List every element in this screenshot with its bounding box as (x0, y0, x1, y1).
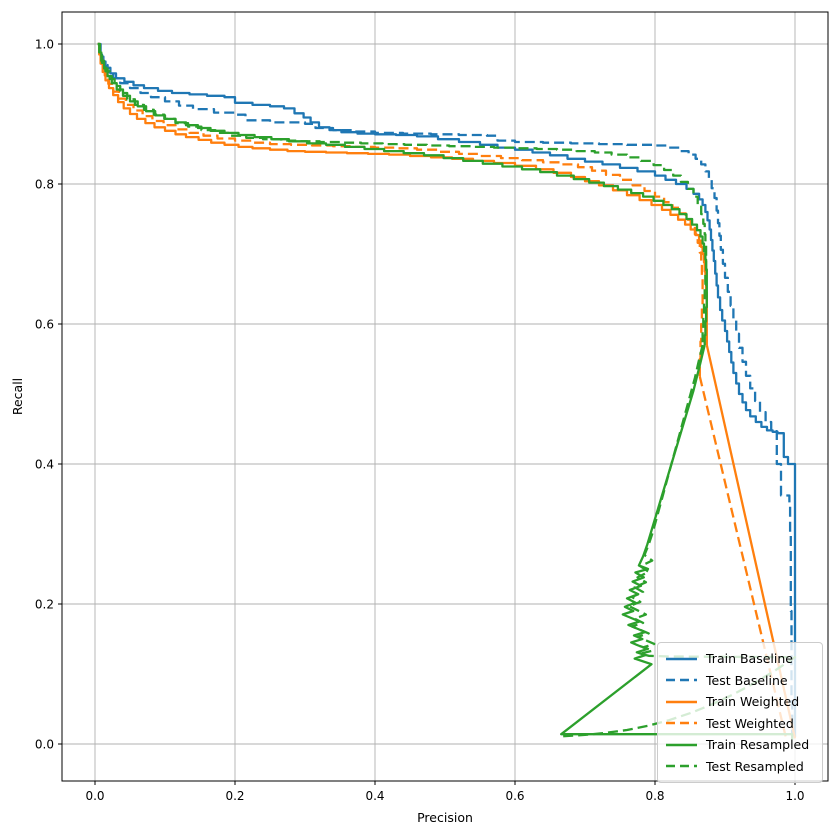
legend-label: Test Baseline (706, 672, 788, 688)
legend-item-train-resampled: Train Resampled (665, 734, 814, 756)
y-tick-label: 0.0 (35, 738, 54, 752)
x-tick-label: 0.6 (505, 789, 524, 803)
legend-line-sample (666, 700, 697, 704)
legend-line-sample (666, 657, 697, 661)
y-tick-label: 0.4 (35, 458, 54, 472)
series-line-test-baseline (97, 42, 794, 736)
x-tick-label: 0.4 (365, 789, 384, 803)
series-line-test-weighted (97, 42, 788, 741)
legend-label: Test Resampled (706, 758, 804, 774)
legend-line-sample (666, 743, 697, 747)
legend-line-sample (666, 764, 697, 768)
series-line-train-baseline (97, 42, 797, 737)
legend-item-train-baseline: Train Baseline (665, 648, 814, 670)
y-tick-label: 0.8 (35, 178, 54, 192)
x-tick-label: 0.8 (645, 789, 664, 803)
x-tick-label: 0.0 (85, 789, 104, 803)
legend-item-test-baseline: Test Baseline (665, 670, 814, 692)
legend-label: Test Weighted (706, 715, 794, 731)
series-line-test-resampled (97, 42, 797, 738)
legend-line-sample (666, 721, 697, 725)
legend-item-test-resampled: Test Resampled (665, 756, 814, 778)
legend-label: Train Resampled (706, 737, 810, 753)
y-tick-label: 0.2 (35, 598, 54, 612)
legend-item-test-weighted: Test Weighted (665, 713, 814, 735)
x-tick-label: 0.2 (225, 789, 244, 803)
plot-border (61, 11, 829, 782)
y-axis-label: Recall (10, 378, 25, 415)
legend-line-sample (666, 678, 697, 682)
y-tick-label: 0.6 (35, 318, 54, 332)
legend-label: Train Weighted (706, 694, 800, 710)
legend-item-train-weighted: Train Weighted (665, 691, 814, 713)
legend: Train Baseline Test Baseline Train Weighte… (657, 642, 823, 783)
y-tick-label: 1.0 (35, 38, 54, 52)
x-axis-label: Precision (417, 810, 473, 825)
legend-label: Train Baseline (706, 651, 793, 667)
series-line-train-resampled (97, 42, 794, 740)
x-tick-label: 1.0 (785, 789, 804, 803)
